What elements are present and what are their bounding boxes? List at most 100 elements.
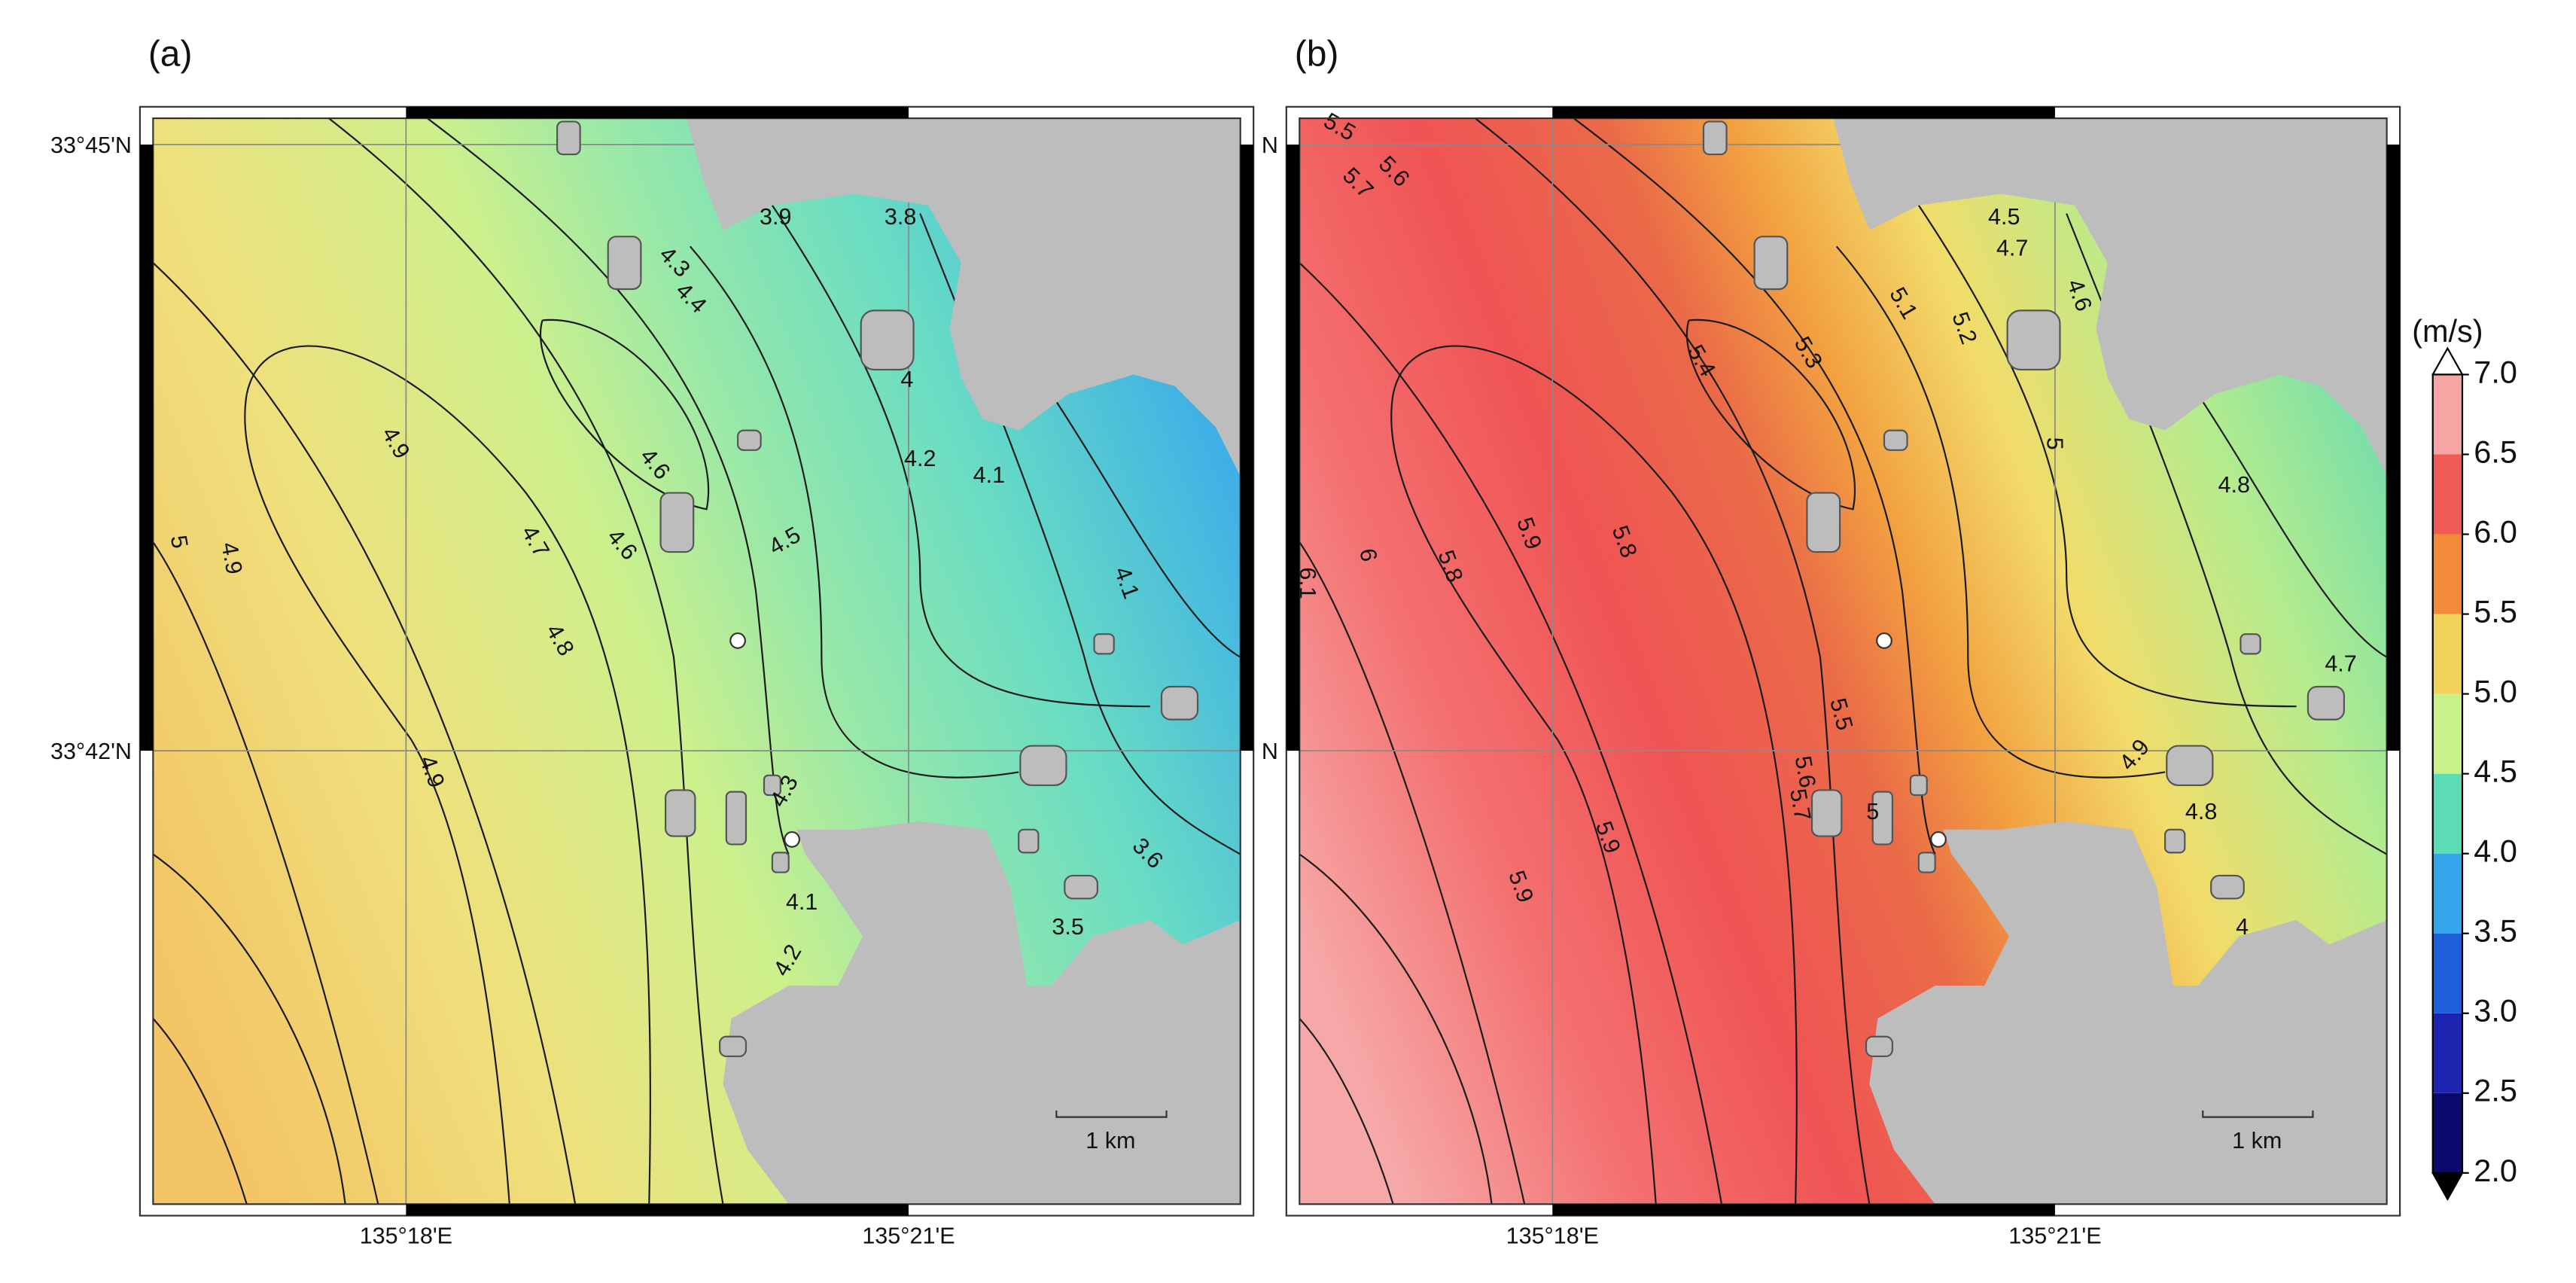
colorbar-bin bbox=[2432, 454, 2462, 535]
lon-label: 135°18'E bbox=[1506, 1224, 1599, 1249]
frame-bar bbox=[1286, 145, 1300, 751]
colorbar-tick-label: 6.5 bbox=[2474, 434, 2517, 469]
colorbar-tick-label: 2.0 bbox=[2474, 1153, 2517, 1188]
land bbox=[687, 118, 1241, 477]
station bbox=[784, 830, 800, 848]
colorbar-bin bbox=[2432, 853, 2462, 934]
colorbar-tick-label: 5.0 bbox=[2474, 674, 2517, 709]
colorbar-tick-label: 5.5 bbox=[2474, 594, 2517, 629]
colorbar-tick-label: 2.5 bbox=[2474, 1073, 2517, 1108]
contour-line bbox=[1299, 262, 1723, 1205]
island bbox=[607, 236, 642, 291]
contour-line bbox=[1050, 394, 1241, 658]
colorbar-tick-label: 4.5 bbox=[2474, 754, 2517, 789]
contour-line bbox=[153, 1017, 248, 1205]
contour-label: 4.5 bbox=[1988, 204, 2020, 230]
island bbox=[1871, 791, 1893, 846]
island bbox=[1810, 789, 1843, 837]
colorbar-extend-min bbox=[2431, 1172, 2464, 1201]
lat-label: N bbox=[1262, 133, 1278, 158]
island bbox=[659, 492, 695, 553]
island bbox=[1093, 633, 1115, 655]
island bbox=[665, 789, 696, 837]
frame-bar bbox=[2386, 145, 2401, 751]
contour-label: 5.6 bbox=[1790, 754, 1821, 790]
contour-line bbox=[153, 262, 577, 1205]
colorbar-bin bbox=[2432, 614, 2462, 694]
land bbox=[1869, 821, 2387, 1205]
contour-label: 4.9 bbox=[216, 541, 247, 577]
colorbar-tick-label: 7.0 bbox=[2474, 354, 2517, 389]
scale-bar-label: 1 km bbox=[1086, 1128, 1135, 1153]
contour-line bbox=[1299, 541, 1526, 1205]
contour-label: 4.7 bbox=[2325, 651, 2356, 677]
contour-label: 4.1 bbox=[973, 462, 1005, 488]
lon-label: 135°21'E bbox=[862, 1224, 955, 1249]
map-panel: (a)3.9 3.84.34.444.94.6 4.24.15 4.9 4.7 4.6 4.… bbox=[50, 34, 1255, 1249]
contour-line bbox=[328, 118, 724, 1205]
colorbar-bin bbox=[2432, 374, 2462, 455]
island bbox=[2006, 309, 2061, 370]
contour-label: 4.1 bbox=[786, 889, 818, 915]
colorbar-bin bbox=[2432, 773, 2462, 854]
island bbox=[2164, 828, 2186, 854]
lon-label: 135°18'E bbox=[360, 1224, 452, 1249]
station bbox=[729, 632, 746, 649]
colorbar-tick-label: 3.5 bbox=[2474, 913, 2517, 949]
lat-label: N bbox=[1262, 739, 1278, 764]
station bbox=[1930, 830, 1947, 848]
contour-label: 3.5 bbox=[1052, 914, 1083, 940]
colorbar-title: (m/s) bbox=[2412, 313, 2483, 349]
island bbox=[556, 120, 581, 156]
colorbar-bin bbox=[2432, 933, 2462, 1013]
contour-label: 4.7 bbox=[1996, 236, 2028, 261]
contour-line bbox=[245, 345, 651, 1205]
island bbox=[1753, 236, 1789, 291]
scale-bar-label: 1 km bbox=[2232, 1128, 2282, 1153]
island bbox=[2166, 745, 2214, 786]
colorbar-tick-label: 6.0 bbox=[2474, 514, 2517, 549]
station bbox=[1876, 632, 1892, 649]
scale-bar bbox=[2202, 1110, 2314, 1118]
contour-line bbox=[153, 541, 379, 1205]
contour-line bbox=[244, 394, 510, 1205]
colorbar-tick-label: 4.0 bbox=[2474, 833, 2517, 869]
contour-line bbox=[540, 318, 709, 510]
frame-bar bbox=[1240, 145, 1254, 751]
frame-bar bbox=[1552, 1204, 2055, 1216]
colorbar-extend-max bbox=[2431, 346, 2464, 376]
island bbox=[2240, 633, 2261, 655]
island bbox=[1064, 874, 1098, 900]
island bbox=[1160, 685, 1199, 721]
island bbox=[1909, 774, 1928, 797]
contour-label: 5 bbox=[2042, 437, 2068, 450]
contour-line bbox=[1299, 1017, 1394, 1205]
land bbox=[723, 821, 1241, 1205]
colorbar-bin bbox=[2432, 534, 2462, 614]
contour-label: 3.9 bbox=[760, 204, 791, 230]
island bbox=[1018, 828, 1040, 854]
contour-label: 5.7 bbox=[1785, 787, 1816, 823]
contour-line bbox=[1835, 245, 2166, 779]
island bbox=[771, 852, 790, 873]
contour-line bbox=[153, 853, 346, 1205]
map-body bbox=[1299, 118, 2387, 1205]
contour-label: 4.2 bbox=[904, 446, 936, 471]
island bbox=[1883, 429, 1908, 451]
frame-bar bbox=[406, 106, 909, 119]
map-body bbox=[153, 118, 1241, 1205]
contour-line bbox=[1299, 853, 1493, 1205]
island bbox=[860, 309, 915, 370]
island bbox=[1702, 120, 1728, 156]
contour-label: 5 bbox=[166, 533, 193, 550]
lon-label: 135°21'E bbox=[2008, 1224, 2101, 1249]
island bbox=[725, 791, 748, 846]
contour-line bbox=[1392, 345, 1798, 1205]
contour-line bbox=[689, 245, 1019, 779]
map-panel: (b)5.55.65.74.54.74.65.15.25.35.454.86.1… bbox=[1262, 34, 2401, 1249]
frame-bar bbox=[1552, 106, 2055, 119]
island bbox=[763, 774, 781, 797]
colorbar-bin bbox=[2432, 693, 2462, 774]
island bbox=[1806, 492, 1841, 553]
